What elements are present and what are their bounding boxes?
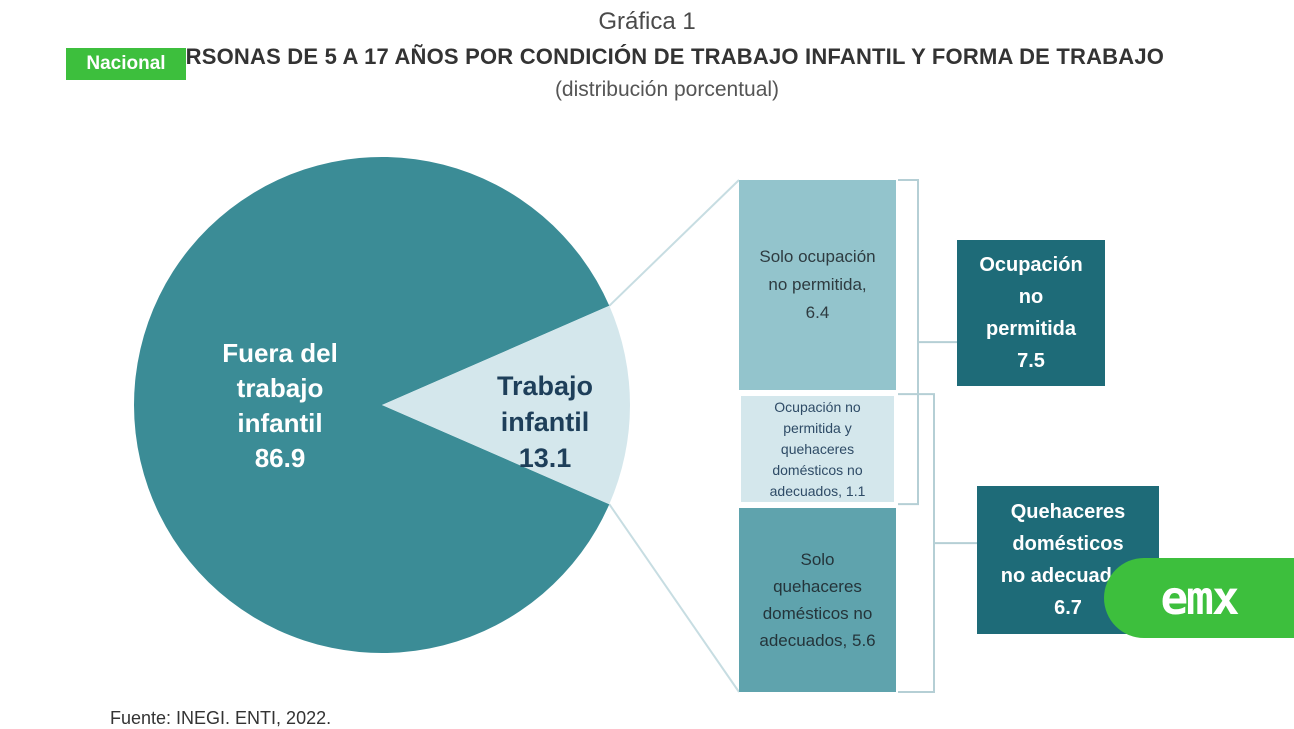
- nacional-badge[interactable]: Nacional: [66, 48, 186, 80]
- bar-segment-line: no permitida,: [768, 275, 867, 295]
- pie-label-line: 13.1: [518, 443, 572, 473]
- bar-segment-line: Solo ocupación: [759, 247, 876, 267]
- summary-box-line: no adecuados: [1000, 565, 1136, 587]
- bar-segment-line: domésticos no: [772, 461, 863, 478]
- bar-segment-line: adecuados, 1.1: [769, 482, 866, 499]
- breakdown-connectors: [608, 179, 740, 693]
- bracket-group-0: [898, 179, 957, 506]
- pie-label-fuera: Fuera del trabajo infantil 86.9: [180, 336, 380, 476]
- pie-label-line: infantil: [237, 408, 323, 438]
- summary-box-line: domésticos: [1012, 533, 1124, 555]
- bar-segment-line: Solo: [800, 550, 835, 570]
- pie-label-line: infantil: [500, 407, 590, 437]
- group-brackets: [898, 179, 977, 693]
- pie-slice-trabajo-infantil: [382, 305, 630, 505]
- summary-box-line: 7.5: [1017, 350, 1045, 372]
- bar-segment-line: domésticos no: [762, 604, 873, 624]
- connector-bottom: [608, 503, 740, 693]
- pie-label-line: Trabajo: [496, 371, 594, 401]
- summary-box-line: 6.7: [1054, 597, 1082, 619]
- bar-segment-ambas: Ocupación no permitida y quehaceres domésti…: [739, 394, 896, 505]
- summary-box-line: permitida: [985, 318, 1077, 340]
- bar-segment-line: permitida y: [783, 419, 852, 436]
- bracket-group-1: [898, 393, 977, 693]
- pie-slices: [133, 157, 630, 653]
- pie-label-line: Fuera del: [222, 338, 338, 368]
- pie-label-line: trabajo: [236, 373, 324, 403]
- chart-label: Gráfica 1: [598, 8, 696, 35]
- pie-label-trabajo: Trabajo infantil 13.1: [470, 368, 620, 476]
- bar-segment-line: 6.4: [805, 303, 830, 323]
- bar-segment-line: quehaceres: [780, 440, 855, 457]
- connector-top: [608, 179, 740, 307]
- summary-box-ocupacion: Ocupación no permitida 7.5: [957, 240, 1105, 386]
- pie-slice-fuera-trabajo-infantil: [133, 157, 610, 653]
- summary-box-line: Ocupación: [979, 254, 1083, 276]
- summary-box-line: Quehaceres: [1010, 501, 1126, 523]
- bar-segment-solo-quehaceres: Solo quehaceres domésticos no adecuados, 5.…: [739, 508, 896, 692]
- pie-label-line: 86.9: [254, 443, 306, 473]
- bar-segment-solo-ocupacion: Solo ocupación no permitida, 6.4: [739, 180, 896, 391]
- chart-subtitle: (distribución porcentual): [554, 78, 780, 101]
- source-note: Fuente: INEGI. ENTI, 2022.: [110, 708, 332, 728]
- summary-box-line: no: [1018, 286, 1044, 308]
- chart-title: PERSONAS DE 5 A 17 AÑOS POR CONDICIÓN DE…: [155, 44, 1165, 69]
- emx-logo[interactable]: emx: [1104, 558, 1294, 638]
- bar-segment-line: adecuados, 5.6: [759, 631, 876, 651]
- bar-segment-line: Ocupación no: [774, 398, 861, 415]
- bar-segment-line: quehaceres: [773, 577, 862, 597]
